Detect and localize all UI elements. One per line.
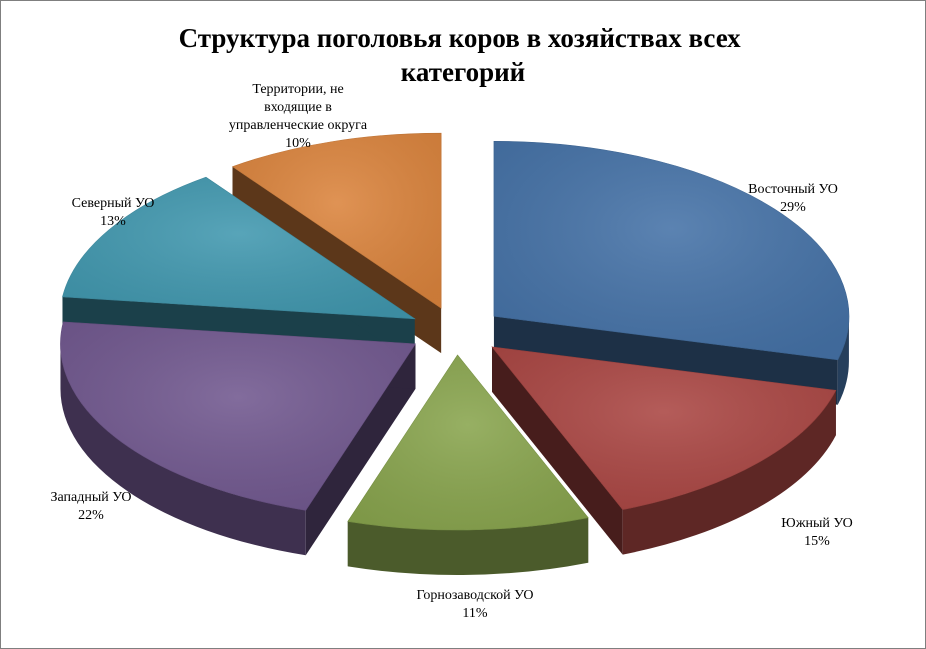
chart-title: Структура поголовья коров в хозяйствах в… bbox=[179, 23, 748, 87]
pie-slice-2 bbox=[491, 346, 837, 555]
pie-slice-3-outer-wall bbox=[347, 517, 589, 575]
slice-name-label-6-2: входящие в bbox=[264, 100, 332, 115]
slice-label-1: Восточный УО 29% bbox=[748, 182, 838, 215]
pie-slice-1-gloss bbox=[493, 141, 849, 360]
pie-slice-4-wall-1 bbox=[305, 343, 416, 556]
slice-label-3: Горнозаводской УО 11% bbox=[417, 588, 534, 621]
pie-slice-4-gloss bbox=[60, 321, 416, 511]
chart-title-line-2: категорий bbox=[401, 57, 525, 87]
slice-name-label-4-1: Западный УО bbox=[50, 490, 131, 505]
slice-labels: Восточный УО 29% Южный УО 15% Горнозаводской… bbox=[50, 82, 852, 621]
slice-name-label-6-1: Территории, не bbox=[252, 82, 343, 97]
pie-slice-4-outer-wall bbox=[60, 343, 306, 556]
pie-slice-2-gloss bbox=[492, 346, 836, 510]
slice-value-label-6: 10% bbox=[285, 136, 311, 151]
slice-value-label-5: 13% bbox=[100, 214, 126, 229]
slice-label-5: Северный УО 13% bbox=[72, 196, 155, 229]
pie-slice-3-gloss bbox=[347, 354, 589, 530]
pie-slice-4 bbox=[60, 321, 417, 556]
slice-name-label-5-1: Северный УО bbox=[72, 196, 155, 211]
slice-value-label-4: 22% bbox=[78, 508, 104, 523]
pie-slice-6-gloss bbox=[232, 133, 442, 309]
pie-slice-2-outer-wall bbox=[622, 390, 836, 555]
pie-slices bbox=[60, 132, 850, 575]
pie-slice-2-wall-2 bbox=[492, 346, 623, 555]
slice-name-label-6-3: управленческие округа bbox=[229, 118, 368, 133]
slice-name-label-1-1: Восточный УО bbox=[748, 182, 838, 197]
slice-name-label-3-1: Горнозаводской УО bbox=[417, 588, 534, 603]
slice-value-label-3: 11% bbox=[462, 606, 487, 621]
pie-slice-5-gloss bbox=[62, 177, 415, 319]
chart-title-line-1: Структура поголовья коров в хозяйствах в… bbox=[179, 23, 742, 53]
slice-label-4: Западный УО 22% bbox=[50, 490, 131, 523]
pie-slice-3 bbox=[347, 354, 589, 575]
slice-label-6: Территории, не входящие в управленческие о… bbox=[229, 82, 368, 151]
slice-value-label-2: 15% bbox=[804, 534, 830, 549]
slice-name-label-2-1: Южный УО bbox=[781, 516, 852, 531]
slice-label-2: Южный УО 15% bbox=[781, 516, 852, 549]
slice-value-label-1: 29% bbox=[780, 200, 806, 215]
pie-slice-5 bbox=[62, 176, 416, 364]
